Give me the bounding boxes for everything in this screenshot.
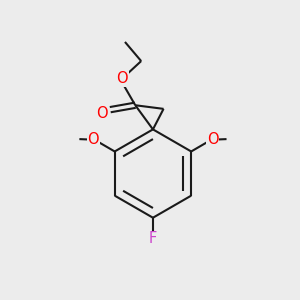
Text: O: O — [116, 71, 128, 86]
Text: O: O — [87, 132, 99, 147]
Text: O: O — [207, 132, 218, 147]
Text: O: O — [96, 106, 108, 121]
Text: F: F — [149, 231, 157, 246]
